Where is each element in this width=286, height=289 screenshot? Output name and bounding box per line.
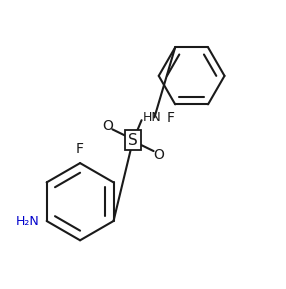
Text: F: F	[167, 111, 175, 125]
Text: O: O	[102, 119, 113, 133]
Text: O: O	[153, 147, 164, 162]
Text: F: F	[76, 142, 84, 156]
Text: HN: HN	[143, 111, 162, 124]
Text: S: S	[128, 133, 138, 148]
Text: H₂N: H₂N	[16, 214, 39, 227]
